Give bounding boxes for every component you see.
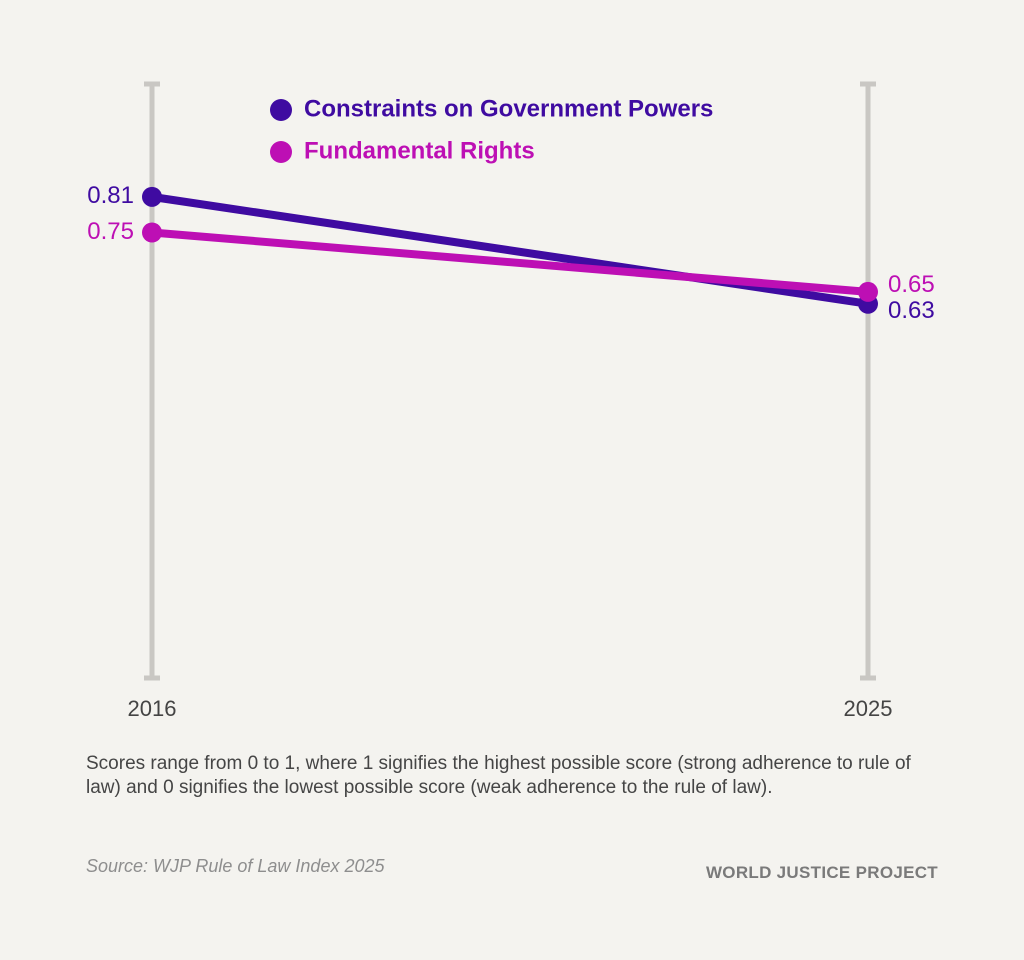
chart: 2016 2025 0.81 0.63 0.75 0.65 Constraints on G… xyxy=(87,81,935,721)
brand: WORLD JUSTICE PROJECT xyxy=(705,863,938,882)
data-label: 0.75 xyxy=(87,218,134,245)
data-label: 0.65 xyxy=(888,271,935,298)
source: Source: WJP Rule of Law Index 2025 xyxy=(86,856,385,876)
note: Scores range from 0 to 1, where 1 signif… xyxy=(86,753,911,798)
x-tick-label: 2016 xyxy=(128,696,177,721)
x-tick-label: 2025 xyxy=(844,696,893,721)
legend-marker xyxy=(270,141,292,163)
data-label: 0.81 xyxy=(87,182,134,209)
legend-marker xyxy=(270,99,292,121)
series-line xyxy=(148,192,872,308)
legend-label: Fundamental Rights xyxy=(304,137,535,164)
data-label: 0.63 xyxy=(888,297,935,324)
data-point xyxy=(142,186,162,207)
data-point xyxy=(858,281,878,302)
legend-label: Constraints on Government Powers xyxy=(304,95,713,122)
data-point xyxy=(142,222,162,243)
series-line xyxy=(148,228,872,296)
